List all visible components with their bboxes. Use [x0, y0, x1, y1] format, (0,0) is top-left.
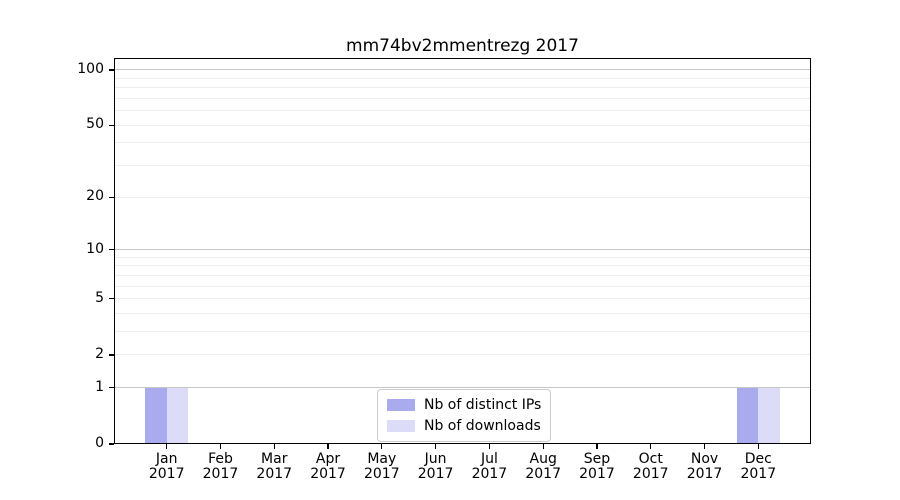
- minor-gridline: [114, 142, 811, 144]
- bar-dec-distinct-ips: [736, 387, 759, 444]
- x-tick-label: Nov 2017: [675, 452, 735, 481]
- x-tick-label-year: 2017: [256, 465, 293, 482]
- x-tick-label: Jul 2017: [459, 452, 519, 481]
- y-tick-label: 1: [95, 378, 104, 395]
- x-tick-label: Jun 2017: [406, 452, 466, 481]
- x-tick: [273, 444, 275, 449]
- x-tick: [596, 444, 598, 449]
- legend-label-distinct-ips: Nb of distinct IPs: [424, 397, 542, 413]
- bar-jan-downloads: [166, 387, 189, 444]
- y-tick: [109, 298, 114, 300]
- x-tick: [488, 444, 490, 449]
- x-tick: [219, 444, 222, 449]
- x-tick-label-month: Aug: [529, 451, 557, 467]
- x-tick-label-month: Jun: [424, 451, 447, 467]
- y-tick: [109, 124, 114, 126]
- x-tick-label-month: Jan: [155, 451, 178, 467]
- x-tick: [542, 444, 544, 449]
- minor-gridline: [114, 256, 811, 258]
- x-tick-label-year: 2017: [740, 465, 777, 482]
- x-tick-label-month: Mar: [261, 451, 288, 467]
- x-tick-label: Oct 2017: [621, 452, 681, 481]
- x-tick-label: Dec 2017: [728, 452, 788, 481]
- plot-border: [114, 58, 811, 444]
- x-tick-label-year: 2017: [632, 465, 669, 482]
- y-tick-label: 10: [86, 240, 104, 257]
- minor-gridline: [114, 196, 811, 198]
- minor-gridline: [114, 331, 811, 333]
- major-gridline: [114, 387, 811, 389]
- x-tick-label-month: Nov: [690, 451, 719, 467]
- major-gridline: [114, 249, 811, 251]
- minor-gridline: [114, 124, 811, 126]
- x-tick-label-year: 2017: [363, 465, 400, 482]
- y-tick: [109, 354, 114, 356]
- x-tick-label-month: Oct: [638, 451, 663, 467]
- x-tick-label: Feb 2017: [190, 452, 250, 481]
- minor-gridline: [114, 265, 811, 267]
- x-tick-label: Sep 2017: [567, 452, 627, 481]
- x-tick: [166, 444, 168, 449]
- minor-gridline: [114, 110, 811, 112]
- x-tick-label-year: 2017: [417, 465, 454, 482]
- legend-swatch-distinct-ips: [387, 399, 415, 411]
- minor-gridline: [114, 77, 811, 79]
- minor-gridline: [114, 285, 811, 287]
- legend-item-downloads: Nb of downloads: [387, 418, 541, 434]
- x-tick-label-year: 2017: [579, 465, 615, 482]
- y-tick-label: 100: [77, 60, 104, 77]
- y-tick: [109, 387, 114, 389]
- minor-gridline: [114, 97, 811, 99]
- x-tick-label-year: 2017: [686, 465, 723, 482]
- y-tick-label: 50: [86, 116, 104, 133]
- x-tick: [757, 444, 759, 449]
- y-tick: [109, 249, 114, 251]
- minor-gridline: [114, 313, 811, 315]
- x-tick-label-year: 2017: [471, 465, 508, 482]
- y-tick: [109, 69, 114, 71]
- x-tick-label-year: 2017: [525, 465, 561, 482]
- legend-label-downloads: Nb of downloads: [424, 418, 541, 434]
- x-tick-label: May 2017: [352, 452, 412, 481]
- x-tick-label-year: 2017: [148, 465, 185, 482]
- x-tick-label: Aug 2017: [513, 452, 573, 481]
- x-tick: [650, 444, 652, 449]
- x-tick: [703, 444, 706, 449]
- legend: Nb of distinct IPs Nb of downloads: [377, 389, 552, 442]
- x-tick-label: Jan 2017: [137, 452, 197, 481]
- minor-gridline: [114, 274, 811, 276]
- y-tick: [109, 196, 114, 198]
- y-tick: [109, 443, 114, 445]
- bar-dec-downloads: [758, 387, 780, 444]
- x-tick: [435, 444, 437, 449]
- y-tick-label: 5: [95, 289, 104, 306]
- x-tick-label-month: Jul: [480, 451, 498, 467]
- y-tick-label: 0: [95, 435, 104, 451]
- major-gridline: [114, 69, 811, 71]
- minor-gridline: [114, 87, 811, 89]
- x-tick-label-month: Sep: [583, 451, 611, 467]
- x-tick-label: Apr 2017: [298, 452, 358, 481]
- x-tick-label-month: Feb: [208, 451, 233, 467]
- x-tick-label-month: Apr: [315, 451, 341, 467]
- x-tick: [327, 444, 329, 449]
- x-tick-label: Mar 2017: [244, 452, 304, 481]
- legend-item-distinct-ips: Nb of distinct IPs: [387, 397, 541, 413]
- x-tick-label-year: 2017: [310, 465, 346, 482]
- chart-title: mm74bv2mmentrezg 2017: [346, 36, 579, 56]
- y-tick-label: 20: [86, 188, 104, 205]
- minor-gridline: [114, 354, 811, 356]
- bar-jan-distinct-ips: [145, 387, 167, 444]
- x-tick-label-month: Dec: [744, 451, 772, 467]
- x-tick: [381, 444, 383, 449]
- x-tick-label-month: May: [367, 451, 397, 467]
- y-tick-label: 2: [95, 345, 104, 362]
- minor-gridline: [114, 298, 811, 300]
- minor-gridline: [114, 165, 811, 167]
- legend-swatch-downloads: [387, 420, 415, 432]
- x-tick-label-year: 2017: [202, 465, 239, 482]
